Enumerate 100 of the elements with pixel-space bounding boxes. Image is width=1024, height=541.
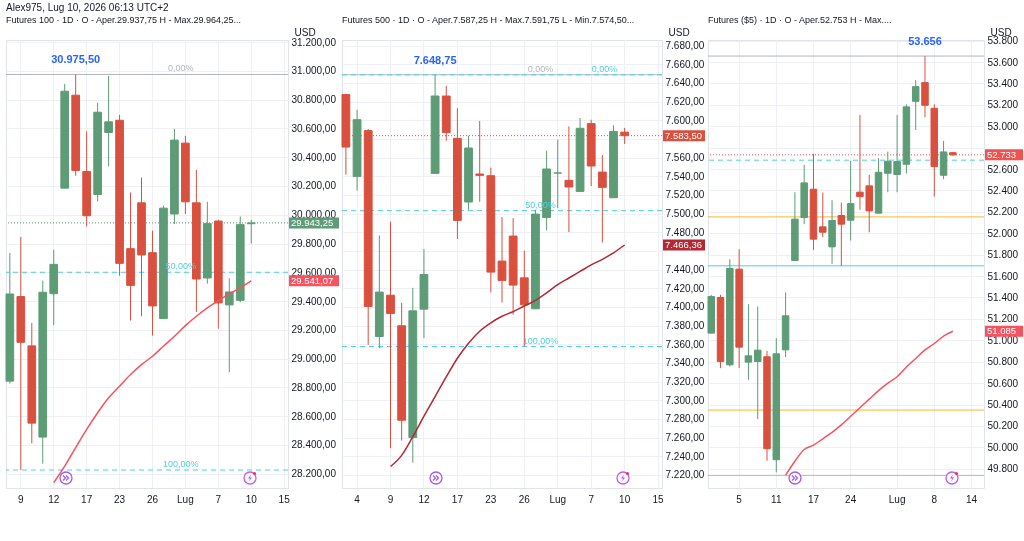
x-tick-label: 15 [278,493,291,505]
ref-line-label: 7.583,50 [665,129,702,141]
annotation: 30.975,50 [51,53,101,66]
candlestick [911,79,920,131]
x-tick-label: 23 [114,493,126,505]
y-tick-label: 50.000 [987,441,1019,453]
candlestick [597,154,607,243]
candlestick [497,216,507,303]
x-tick-label: 26 [146,493,159,505]
candlestick [224,277,234,373]
annotation: 7.648,75 [413,53,457,66]
y-axis-title: USD [990,26,1012,38]
y-tick-label: 50.200 [987,420,1019,432]
line-series [52,280,252,484]
y-tick-label: 31.000,00 [291,65,337,77]
annotation: 100,00% [163,459,199,470]
y-tick-label: 7.380,00 [665,320,705,332]
x-tick-label: 11 [771,493,782,505]
x-tick-label: 24 [845,493,857,505]
candlestick [104,75,113,167]
x-tick-label: Lug [888,493,906,505]
x-tick-label: 10 [245,493,258,505]
candlestick [921,55,929,118]
x-tick-label: 17 [451,493,464,505]
x-tick-label: 23 [485,493,497,505]
x-tick-label: Lug [549,493,567,505]
x-tick-label: Lug [177,493,194,505]
candlestick [744,303,753,381]
x-tick-label: 9 [18,493,25,505]
annotation: 53.656 [908,35,942,48]
y-tick-label: 53.200 [987,99,1019,111]
y-tick-label: 50.400 [987,399,1019,411]
y-tick-label: 7.660,00 [665,58,705,70]
y-tick-label: 51.800 [987,249,1019,261]
y-axis-title: USD [294,26,316,38]
y-tick-label: 52.400 [987,184,1019,196]
y-tick-label: 7.280,00 [665,413,705,425]
annotation: 0,00% [527,63,554,74]
y-tick-label: 49.800 [987,463,1019,475]
candlestick [846,160,855,242]
y-tick-label: 7.420,00 [665,282,705,294]
y-tick-label: 29.000,00 [291,353,337,365]
candlestick [837,202,846,267]
y-tick-label: 51.200 [987,313,1019,325]
y-tick-label: 7.500,00 [665,208,705,220]
text: 51.085 [987,325,1017,337]
y-tick-label: 29.200,00 [291,324,337,336]
y-tick-label: 52.200 [987,206,1019,218]
chart-title: Futures 100 · 1D · O - Aper.29.937,75 H - Max.29.964,25... [6,15,242,25]
text: 7.466,36 [665,239,702,250]
x-tick-label: 17 [81,493,93,505]
y-tick-label: 7.340,00 [665,357,705,369]
chart-title: Futures 500 · 1D · O - Aper.7.587,25 H - Max.7.591,75 L - Min.7.574,50... [342,15,635,25]
candlestick [939,140,948,180]
ref-line-label: 52.733 [987,148,1017,160]
y-tick-label: 7.220,00 [665,469,705,481]
y-tick-label: 7.640,00 [665,77,705,89]
y-tick-label: 28.400,00 [291,439,337,451]
line-series [389,244,626,468]
x-tick-label: 17 [807,493,820,505]
y-tick-label: 28.200,00 [291,468,337,480]
y-tick-label: 53.400 [987,77,1019,89]
y-tick-label: 7.600,00 [665,114,705,126]
x-tick-label: 26 [518,493,531,505]
text: Alex975, Lug 10, 2026 06:13 UTC+2 [6,2,169,13]
y-tick-label: 53.800 [987,35,1019,47]
y-tick-label: 53.600 [987,56,1019,68]
x-tick-label: 5 [736,493,743,505]
annotation: 0,00% [168,63,194,74]
y-axis-title: USD [668,26,690,38]
y-tick-label: 51.400 [987,292,1019,303]
candlestick [753,305,762,420]
x-tick-label: 7 [588,493,595,505]
y-tick-label: 7.240,00 [665,450,705,462]
y-tick-label: 7.680,00 [665,40,705,52]
y-tick-label: 7.540,00 [665,170,705,182]
y-tick-label: 30.000,00 [291,209,337,221]
x-tick-label: 10 [619,493,631,505]
y-tick-label: 30.800,00 [291,94,337,106]
y-tick-label: 7.520,00 [665,189,705,201]
y-tick-label: 28.800,00 [291,381,337,393]
y-tick-label: 7.440,00 [665,264,705,276]
y-tick-label: 31.200,00 [291,36,337,48]
x-tick-label: 15 [652,493,665,505]
y-tick-label: 50.600 [987,377,1019,389]
x-tick-label: 12 [48,493,60,505]
y-tick-label: 53.000 [987,120,1019,132]
y-tick-label: 52.600 [987,163,1019,175]
y-tick-label: 52.000 [987,227,1019,239]
y-tick-label: 29.400,00 [291,295,337,307]
y-tick-label: 50.800 [987,356,1019,368]
y-tick-label: 30.200,00 [291,180,337,192]
x-tick-label: 12 [418,493,430,505]
annotation: 0,00% [591,63,618,74]
y-tick-label: 7.480,00 [665,226,705,238]
y-tick-label: 7.360,00 [665,338,705,350]
y-tick-label: 7.400,00 [665,301,705,313]
y-tick-label: 51.600 [987,270,1019,282]
y-tick-label: 7.620,00 [665,96,705,108]
x-tick-label: 14 [965,493,978,505]
